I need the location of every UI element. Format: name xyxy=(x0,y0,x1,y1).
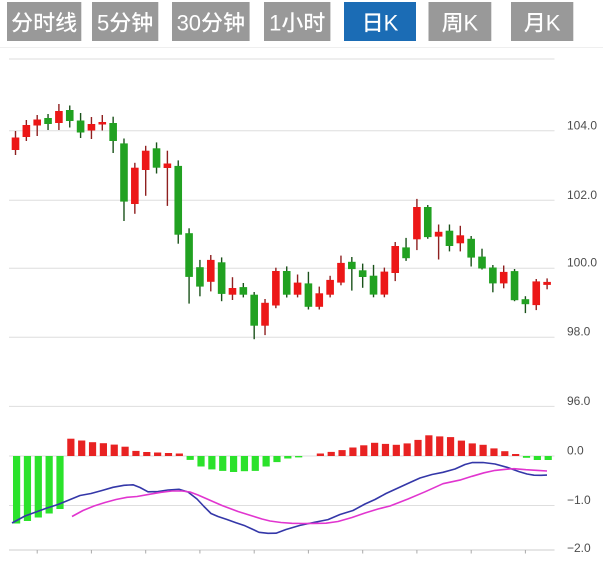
svg-text:3: 3 xyxy=(177,11,189,36)
svg-text:96.0: 96.0 xyxy=(567,394,591,408)
svg-text:104.0: 104.0 xyxy=(567,118,597,132)
svg-text:K: K xyxy=(384,11,399,36)
svg-text:−2.0: −2.0 xyxy=(567,541,591,555)
svg-text:K: K xyxy=(546,11,561,36)
svg-text:1: 1 xyxy=(269,11,281,36)
svg-text:0.0: 0.0 xyxy=(567,444,584,458)
svg-text:5: 5 xyxy=(97,11,109,36)
svg-text:0: 0 xyxy=(189,11,201,36)
svg-text:K: K xyxy=(464,11,479,36)
svg-text:−1.0: −1.0 xyxy=(567,493,591,507)
svg-text:100.0: 100.0 xyxy=(567,256,597,270)
svg-text:98.0: 98.0 xyxy=(567,325,591,339)
svg-text:102.0: 102.0 xyxy=(567,188,597,202)
